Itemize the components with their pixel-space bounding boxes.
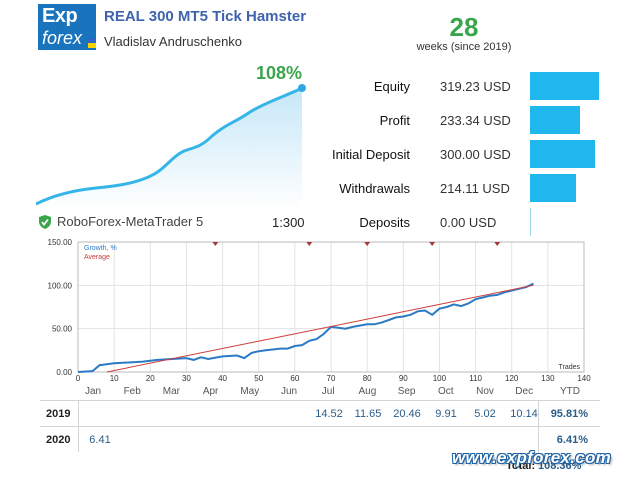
month-label-nov: Nov: [476, 386, 494, 397]
month-label-jan: Jan: [85, 386, 101, 397]
stat-bar-initial-deposit: [530, 140, 595, 168]
stat-label-withdrawals: Withdrawals: [339, 181, 410, 196]
logo-forex-text: forex: [38, 28, 96, 50]
stat-value-equity: 319.23 USD: [440, 79, 511, 94]
legend-growth: Growth, %: [84, 245, 117, 252]
x-tick-label-70: 70: [327, 374, 336, 383]
broker-info: RoboForex-MetaTrader 5: [38, 214, 203, 229]
x-tick-label-90: 90: [399, 374, 408, 383]
series-line-average: [106, 284, 534, 373]
monthly-returns-table: 2019 14.52 11.65 20.46 9.91 5.02 10.14 95.81% 20…: [40, 400, 600, 456]
ytd-value: 6.41%: [556, 434, 588, 446]
broker-name[interactable]: RoboForex-MetaTrader 5: [57, 214, 204, 229]
total-value: 108.36%: [538, 460, 582, 472]
x-axis-label: Trades: [558, 364, 580, 371]
month-label-sep: Sep: [398, 386, 416, 397]
x-tick-label-0: 0: [76, 374, 81, 383]
table-divider-ytd: [538, 400, 539, 456]
x-tick-label-40: 40: [218, 374, 227, 383]
month-value-jul: 14.52: [315, 408, 343, 420]
stat-bar-profit: [530, 106, 580, 134]
x-tick-label-120: 120: [505, 374, 519, 383]
stat-bar-equity: [530, 72, 599, 100]
month-label-ytd: YTD: [560, 386, 580, 397]
table-divider-left: [78, 400, 79, 452]
month-label-jul: Jul: [322, 386, 335, 397]
month-value-aug: 11.65: [354, 408, 382, 420]
month-value-dec: 10.14: [510, 408, 538, 420]
x-tick-label-140: 140: [577, 374, 591, 383]
watermark-url[interactable]: www.expforex.com: [452, 448, 612, 467]
ukraine-flag-icon: [88, 38, 96, 48]
x-tick-label-100: 100: [433, 374, 447, 383]
weeks-count: 28: [449, 12, 479, 42]
total-label: Total:: [506, 460, 536, 472]
y-tick-label-150.00: 150.00: [48, 238, 73, 247]
sparkline-end-dot: [298, 84, 306, 92]
weeks-caption: weeks (since 2019): [416, 41, 512, 53]
month-label-mar: Mar: [163, 386, 181, 397]
x-tick-label-20: 20: [146, 374, 155, 383]
x-tick-label-60: 60: [290, 374, 299, 383]
trade-marker-1: [212, 242, 219, 246]
stat-bar-withdrawals: [530, 174, 576, 202]
month-label-apr: Apr: [203, 386, 219, 397]
stat-bar-deposits: [530, 208, 531, 236]
stat-value-initial-deposit: 300.00 USD: [440, 147, 511, 162]
sparkline-area: [36, 88, 302, 210]
growth-percent: 108%: [256, 63, 303, 83]
trade-marker-3: [364, 242, 371, 246]
trade-marker-5: [494, 242, 501, 246]
stat-label-equity: Equity: [373, 79, 410, 94]
x-tick-label-130: 130: [541, 374, 555, 383]
month-label-dec: Dec: [515, 386, 533, 397]
table-row-2020: 2020 6.41 6.41%: [40, 426, 600, 452]
y-tick-label-50.00: 50.00: [52, 325, 73, 334]
leverage-value: 1:300: [272, 215, 305, 230]
x-tick-label-50: 50: [254, 374, 263, 383]
x-tick-label-110: 110: [469, 374, 482, 383]
row-year: 2019: [46, 408, 71, 420]
growth-sparkline: [36, 84, 306, 210]
legend-average: Average: [84, 254, 110, 261]
y-tick-label-100.00: 100.00: [48, 281, 73, 290]
month-label-jun: Jun: [281, 386, 297, 397]
trade-marker-4: [429, 242, 436, 246]
y-tick-label-0.00: 0.00: [56, 368, 72, 377]
author-name[interactable]: Vladislav Andruschenko: [104, 34, 243, 49]
verified-shield-icon: [39, 214, 51, 229]
series-line-growth: [77, 282, 534, 373]
stat-value-profit: 233.34 USD: [440, 113, 511, 128]
month-label-may: May: [240, 386, 259, 397]
growth-chart: 0.00 50.00 100.00 150.00 0 10 20 30 40 50 60 70 80 90…: [48, 238, 592, 397]
stat-label-initial-deposit: Initial Deposit: [331, 147, 410, 162]
trade-marker-2: [306, 242, 313, 246]
signal-title[interactable]: REAL 300 MT5 Tick Hamster: [104, 8, 307, 25]
expforex-logo: Exp forex: [38, 4, 96, 50]
month-label-aug: Aug: [359, 386, 377, 397]
stat-value-deposits: 0.00 USD: [440, 215, 497, 230]
month-label-feb: Feb: [124, 386, 142, 397]
logo-exp-text: Exp: [42, 5, 78, 27]
x-tick-label-80: 80: [363, 374, 372, 383]
month-value-sep: 20.46: [393, 408, 421, 420]
month-label-oct: Oct: [438, 386, 454, 397]
plot-frame: [77, 241, 585, 373]
month-value-jan: 6.41: [89, 434, 111, 446]
x-tick-label-30: 30: [182, 374, 191, 383]
month-value-oct: 9.91: [435, 408, 457, 420]
table-row-2019: 2019 14.52 11.65 20.46 9.91 5.02 10.14 95.81%: [40, 400, 600, 426]
month-value-nov: 5.02: [474, 408, 496, 420]
stat-value-withdrawals: 214.11 USD: [440, 181, 510, 196]
x-tick-label-10: 10: [110, 374, 119, 383]
ytd-value: 95.81%: [550, 408, 588, 420]
row-year: 2020: [46, 434, 71, 446]
stat-label-profit: Profit: [379, 113, 410, 128]
sparkline-line: [36, 86, 303, 206]
stat-label-deposits: Deposits: [359, 215, 410, 230]
